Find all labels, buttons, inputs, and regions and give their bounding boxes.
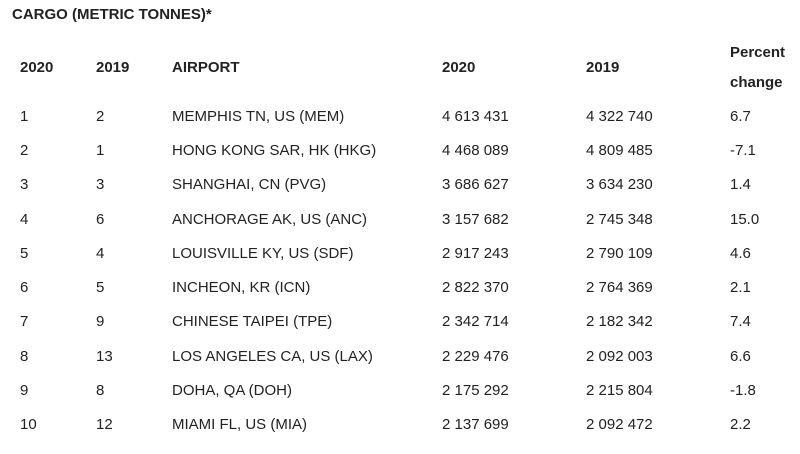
cell-rank-2020: 2 [20,141,29,159]
cell-value-2019: 2 092 472 [586,416,653,434]
cell-rank-2019: 8 [96,382,105,400]
left-spacer [0,36,20,99]
cell-value-2020: 3 157 682 [442,210,509,228]
header-percent-change: Percent change [730,36,800,99]
cell-value-2020: 2 342 714 [442,313,509,331]
table-row: 6 5 INCHEON, KR (ICN) 2 822 370 2 764 369 2.1 [0,270,800,304]
cell-airport: LOUISVILLE KY, US (SDF) [172,244,354,262]
cell-rank-2020: 4 [20,210,29,228]
row-spacer [0,408,20,442]
header-percent-line2: change [730,73,783,91]
table-title: CARGO (METRIC TONNES)* [12,6,212,23]
cell-percent-change: -7.1 [730,141,756,159]
row-spacer [0,270,20,304]
row-spacer [0,202,20,236]
row-spacer [0,133,20,167]
row-spacer [0,305,20,339]
cell-rank-2020: 5 [20,244,29,262]
cell-value-2019: 2 764 369 [586,279,653,297]
cell-percent-change: 1.4 [730,176,751,194]
cell-value-2020: 2 822 370 [442,279,509,297]
cell-value-2020: 4 468 089 [442,141,509,159]
cell-rank-2019: 13 [96,347,113,365]
table-row: 9 8 DOHA, QA (DOH) 2 175 292 2 215 804 -1.8 [0,373,800,407]
cell-value-2019: 2 215 804 [586,382,653,400]
cell-value-2019: 2 182 342 [586,313,653,331]
cell-airport: MIAMI FL, US (MIA) [172,416,307,434]
header-row: 2020 2019 AIRPORT 2020 2019 Percent chang… [0,36,800,99]
table-row: 5 4 LOUISVILLE KY, US (SDF) 2 917 243 2 790 … [0,236,800,270]
cell-value-2019: 3 634 230 [586,176,653,194]
cell-percent-change: -1.8 [730,382,756,400]
cell-value-2020: 2 229 476 [442,347,509,365]
row-spacer [0,168,20,202]
cell-value-2020: 4 613 431 [442,107,509,125]
cell-rank-2019: 2 [96,107,105,125]
cell-value-2020: 2 917 243 [442,244,509,262]
cargo-table: 2020 2019 AIRPORT 2020 2019 Percent chang… [0,36,800,442]
cell-rank-2019: 6 [96,210,105,228]
cell-airport: HONG KONG SAR, HK (HKG) [172,141,377,159]
cell-percent-change: 6.6 [730,347,751,365]
cell-airport: MEMPHIS TN, US (MEM) [172,107,345,125]
table-row: 3 3 SHANGHAI, CN (PVG) 3 686 627 3 634 230 1.… [0,168,800,202]
cell-rank-2020: 10 [20,416,37,434]
header-value-2020: 2020 [442,58,476,76]
cell-rank-2019: 4 [96,244,105,262]
table-row: 10 12 MIAMI FL, US (MIA) 2 137 699 2 092 472… [0,408,800,442]
cell-value-2019: 4 322 740 [586,107,653,125]
cell-rank-2020: 6 [20,279,29,297]
cell-rank-2020: 3 [20,176,29,194]
cell-rank-2019: 9 [96,313,105,331]
cell-rank-2020: 7 [20,313,29,331]
cell-value-2019: 2 092 003 [586,347,653,365]
cell-rank-2020: 1 [20,107,29,125]
header-rank-2019: 2019 [96,58,130,76]
header-value-2019: 2019 [586,58,620,76]
row-spacer [0,236,20,270]
table-row: 2 1 HONG KONG SAR, HK (HKG) 4 468 089 4 809 … [0,133,800,167]
cell-rank-2020: 8 [20,347,29,365]
cell-percent-change: 7.4 [730,313,751,331]
cell-percent-change: 2.1 [730,279,751,297]
cell-airport: DOHA, QA (DOH) [172,382,293,400]
row-spacer [0,99,20,133]
header-percent-line1: Percent [730,43,786,61]
cell-percent-change: 15.0 [730,210,760,228]
header-rank-2020: 2020 [20,58,54,76]
table-row: 7 9 CHINESE TAIPEI (TPE) 2 342 714 2 182 342… [0,305,800,339]
cell-rank-2019: 3 [96,176,105,194]
table-body: 1 2 MEMPHIS TN, US (MEM) 4 613 431 4 322 740… [0,99,800,442]
cell-rank-2019: 1 [96,141,105,159]
cell-value-2019: 2 745 348 [586,210,653,228]
table-header: 2020 2019 AIRPORT 2020 2019 Percent chang… [0,36,800,99]
header-airport: AIRPORT [172,58,240,76]
cell-value-2020: 3 686 627 [442,176,509,194]
cell-percent-change: 6.7 [730,107,751,125]
table-row: 1 2 MEMPHIS TN, US (MEM) 4 613 431 4 322 740… [0,99,800,133]
cell-airport: ANCHORAGE AK, US (ANC) [172,210,368,228]
cell-value-2019: 2 790 109 [586,244,653,262]
table-row: 4 6 ANCHORAGE AK, US (ANC) 3 157 682 2 745 3… [0,202,800,236]
cell-airport: SHANGHAI, CN (PVG) [172,176,327,194]
cell-airport: LOS ANGELES CA, US (LAX) [172,347,373,365]
cell-percent-change: 4.6 [730,244,751,262]
cell-value-2020: 2 137 699 [442,416,509,434]
cell-rank-2020: 9 [20,382,29,400]
cell-value-2020: 2 175 292 [442,382,509,400]
table-row: 8 13 LOS ANGELES CA, US (LAX) 2 229 476 2 09… [0,339,800,373]
row-spacer [0,373,20,407]
cell-airport: CHINESE TAIPEI (TPE) [172,313,333,331]
cell-value-2019: 4 809 485 [586,141,653,159]
cell-rank-2019: 12 [96,416,113,434]
cell-percent-change: 2.2 [730,416,751,434]
row-spacer [0,339,20,373]
cell-airport: INCHEON, KR (ICN) [172,279,311,297]
cell-rank-2019: 5 [96,279,105,297]
